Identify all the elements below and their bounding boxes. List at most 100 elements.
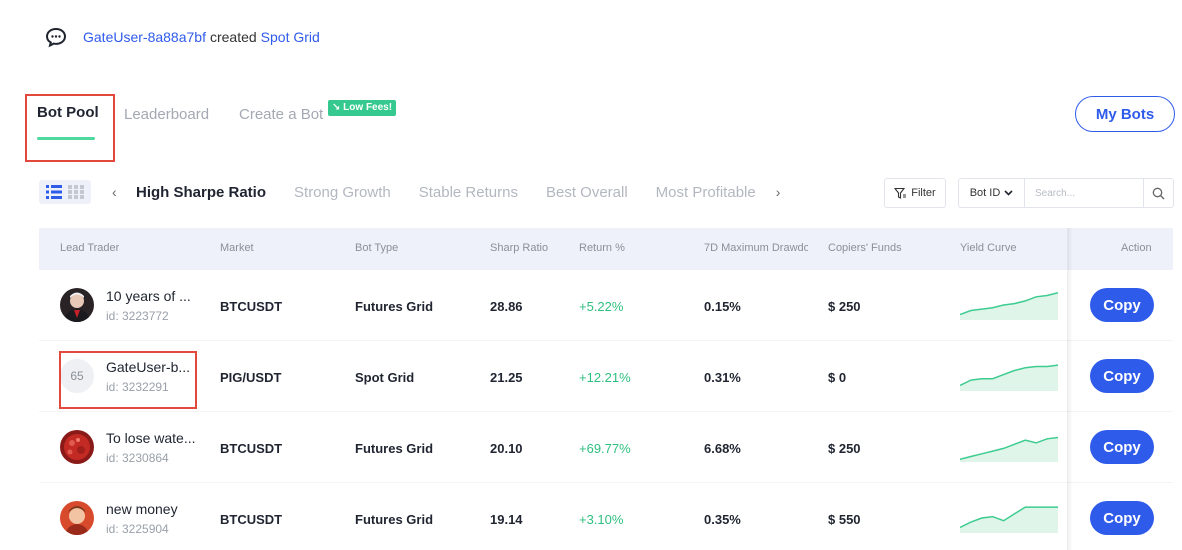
header-7d-drawdown: 7D Maximum Drawdown <box>704 242 808 254</box>
trader-avatar[interactable] <box>60 430 94 464</box>
drawdown-cell: 0.15% <box>704 299 741 314</box>
yield-curve-line <box>960 506 1058 529</box>
trader-avatar[interactable] <box>60 288 94 322</box>
activity-item-link[interactable]: Spot Grid <box>260 29 320 45</box>
header-yield-curve: Yield Curve <box>960 242 1017 254</box>
trader-name[interactable]: GateUser-b... <box>106 359 191 375</box>
sharp-ratio-cell: 20.10 <box>490 441 523 456</box>
low-fees-badge: ↘ Low Fees! <box>328 100 397 116</box>
header-action: Action <box>1121 242 1152 254</box>
trader-avatar[interactable]: 65 <box>60 359 94 393</box>
copy-button[interactable]: Copy <box>1090 359 1154 393</box>
category-stable-returns[interactable]: Stable Returns <box>418 183 518 201</box>
sticky-column-shadow <box>1067 228 1073 550</box>
bot-table: Lead Trader Market Bot Type Sharp Ratio … <box>39 228 1173 550</box>
market-cell: BTCUSDT <box>220 512 283 527</box>
header-bot-type: Bot Type <box>355 242 399 254</box>
yield-curve-area <box>960 365 1058 391</box>
header-sharp-ratio: Sharp Ratio <box>490 242 549 254</box>
trader-id: id: 3225904 <box>106 522 169 536</box>
trader-name[interactable]: new money <box>106 501 178 517</box>
table-row: 10 years of ... id: 3223772 BTCUSDT Futu… <box>39 270 1173 341</box>
activity-feed: GateUser-8a88a7bf created Spot Grid <box>45 26 320 48</box>
tab-leaderboard[interactable]: Leaderboard <box>124 106 210 123</box>
drawdown-cell: 0.31% <box>704 370 741 385</box>
yield-curve-line <box>960 436 1058 461</box>
search-type-select[interactable]: Bot ID <box>958 178 1024 208</box>
copiers-funds-cell: $ 0 <box>828 370 847 385</box>
view-toggle <box>39 180 91 204</box>
bot-type-cell: Futures Grid <box>355 441 434 456</box>
low-fees-label: Low Fees! <box>343 102 393 113</box>
list-view-icon[interactable] <box>46 185 62 199</box>
trader-name[interactable]: 10 years of ... <box>106 288 191 304</box>
search-button[interactable] <box>1144 178 1174 208</box>
trader-avatar[interactable] <box>60 501 94 535</box>
chat-bubble-icon <box>45 27 67 48</box>
yield-curve-line <box>960 364 1058 387</box>
filter-icon <box>894 187 907 199</box>
tab-bot-pool[interactable]: Bot Pool <box>25 94 115 162</box>
filter-button[interactable]: Filter <box>884 178 946 208</box>
yield-curve-chart <box>960 436 1058 462</box>
copy-button[interactable]: Copy <box>1090 288 1154 322</box>
tab-bot-pool-label: Bot Pool <box>37 104 99 121</box>
header-return: Return % <box>579 242 625 254</box>
sharp-ratio-cell: 28.86 <box>490 299 523 314</box>
copy-button[interactable]: Copy <box>1090 501 1154 535</box>
chevron-right-icon[interactable]: › <box>775 184 781 200</box>
return-cell: +3.10% <box>579 512 624 527</box>
trend-down-icon: ↘ <box>332 102 341 113</box>
market-cell: BTCUSDT <box>220 299 283 314</box>
active-tab-indicator <box>37 137 95 140</box>
yield-curve-area <box>960 437 1058 462</box>
copiers-funds-cell: $ 250 <box>828 299 861 314</box>
trader-name[interactable]: To lose wate... <box>106 430 196 446</box>
copiers-funds-cell: $ 250 <box>828 441 861 456</box>
main-tabs: Bot Pool Leaderboard Create a Bot ↘ Low … <box>25 94 525 162</box>
category-high-sharpe-ratio[interactable]: High Sharpe Ratio <box>136 183 267 201</box>
table-row: new money id: 3225904 BTCUSDT Futures Gr… <box>39 483 1173 550</box>
return-cell: +12.21% <box>579 370 631 385</box>
activity-user-link[interactable]: GateUser-8a88a7bf <box>83 29 206 45</box>
my-bots-button[interactable]: My Bots <box>1075 96 1175 132</box>
copy-button[interactable]: Copy <box>1090 430 1154 464</box>
grid-view-icon[interactable] <box>68 185 84 199</box>
activity-verb: created <box>209 29 257 45</box>
search-input[interactable] <box>1024 178 1144 208</box>
copiers-funds-cell: $ 550 <box>828 512 861 527</box>
yield-curve-chart <box>960 291 1058 320</box>
header-market: Market <box>220 242 254 254</box>
search-group: Bot ID <box>958 178 1174 208</box>
return-cell: +69.77% <box>579 441 631 456</box>
avatar-number: 65 <box>70 369 84 383</box>
highlight-box <box>59 351 197 409</box>
drawdown-cell: 6.68% <box>704 441 741 456</box>
return-cell: +5.22% <box>579 299 624 314</box>
category-most-profitable[interactable]: Most Profitable <box>655 183 756 201</box>
search-icon <box>1152 187 1165 199</box>
market-cell: PIG/USDT <box>220 370 282 385</box>
table-row: 65 GateUser-b... id: 3232291 PIG/USDT Sp… <box>39 341 1173 412</box>
header-lead-trader: Lead Trader <box>60 242 120 254</box>
sharp-ratio-cell: 21.25 <box>490 370 523 385</box>
category-strong-growth[interactable]: Strong Growth <box>294 183 391 201</box>
trader-id: id: 3230864 <box>106 451 169 465</box>
drawdown-cell: 0.35% <box>704 512 741 527</box>
market-cell: BTCUSDT <box>220 441 283 456</box>
yield-curve-area <box>960 507 1058 533</box>
yield-curve-line <box>960 291 1058 316</box>
search-type-value: Bot ID <box>969 187 1001 199</box>
table-header: Lead Trader Market Bot Type Sharp Ratio … <box>39 228 1173 270</box>
yield-curve-chart <box>960 364 1058 391</box>
sharp-ratio-cell: 19.14 <box>490 512 523 527</box>
category-tabs: ‹ High Sharpe Ratio Strong Growth Stable… <box>112 180 788 204</box>
chevron-down-icon <box>1004 190 1013 196</box>
trader-id: id: 3223772 <box>106 309 169 323</box>
trader-id: id: 3232291 <box>106 380 169 394</box>
yield-curve-area <box>960 292 1058 320</box>
tab-create-bot[interactable]: Create a Bot <box>239 106 324 123</box>
category-best-overall[interactable]: Best Overall <box>545 183 628 201</box>
table-row: To lose wate... id: 3230864 BTCUSDT Futu… <box>39 412 1173 483</box>
chevron-left-icon[interactable]: ‹ <box>112 184 117 200</box>
